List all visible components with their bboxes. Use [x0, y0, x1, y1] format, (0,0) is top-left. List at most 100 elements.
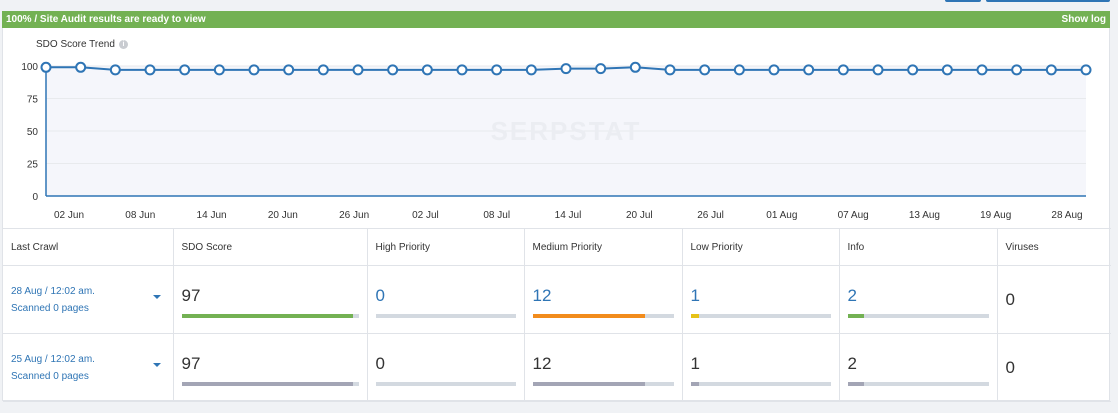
data-point[interactable]	[456, 64, 468, 76]
low-priority-cell[interactable]: 1	[681, 265, 840, 334]
data-point[interactable]	[317, 64, 329, 76]
audit-panel: SDO Score Trend i SERPSTAT 0 25 50 75 100 02…	[2, 28, 1111, 402]
crawl-scanned[interactable]: Scanned 0 pages	[11, 302, 89, 314]
viruses-cell: 0	[996, 265, 1111, 334]
top-action-button[interactable]	[945, 0, 981, 2]
high-priority-value: 0	[375, 353, 385, 373]
low-priority-value: 1	[690, 353, 700, 373]
high-priority-cell[interactable]: 0	[366, 265, 525, 334]
serpstat-watermark: SERPSTAT	[491, 116, 642, 146]
crawl-selector[interactable]: 28 Aug / 12:02 am. Scanned 0 pages	[11, 283, 165, 317]
low-priority-value[interactable]: 1	[690, 285, 700, 305]
x-tick-label: 02 Jul	[412, 210, 439, 221]
header-last-crawl: Last Crawl	[3, 228, 174, 266]
x-axis: 02 Jun 08 Jun 14 Jun 20 Jun 26 Jun 02 Jul 08 J…	[54, 210, 1083, 221]
data-point[interactable]	[768, 64, 780, 76]
x-tick-label: 14 Jul	[555, 210, 582, 221]
header-low-priority: Low Priority	[681, 228, 840, 266]
high-priority-bar	[375, 313, 516, 318]
header-sdo-score: SDO Score	[172, 228, 368, 266]
data-point[interactable]	[213, 64, 225, 76]
data-point[interactable]	[283, 64, 295, 76]
data-point[interactable]	[525, 64, 537, 76]
sdo-score-cell: 97	[172, 265, 368, 334]
medium-priority-value[interactable]: 12	[532, 285, 552, 305]
table-row: 25 Aug / 12:02 am. Scanned 0 pages 97 0 …	[3, 333, 1111, 402]
chart-title: SDO Score Trend i	[36, 39, 128, 50]
low-priority-cell: 1	[681, 333, 840, 402]
data-point[interactable]	[629, 61, 641, 73]
info-bar-fill	[847, 313, 865, 318]
data-point[interactable]	[109, 64, 121, 76]
x-tick-label: 19 Aug	[980, 210, 1011, 221]
medium-priority-value: 12	[532, 353, 552, 373]
x-tick-label: 13 Aug	[909, 210, 940, 221]
crawl-date[interactable]: 28 Aug / 12:02 am.	[11, 285, 95, 297]
data-point[interactable]	[941, 64, 953, 76]
data-point[interactable]	[1080, 64, 1092, 76]
crawl-selector[interactable]: 25 Aug / 12:02 am. Scanned 0 pages	[11, 351, 165, 385]
data-point[interactable]	[421, 64, 433, 76]
medium-priority-bar-fill	[532, 381, 646, 386]
data-point[interactable]	[352, 64, 364, 76]
info-bar	[847, 313, 989, 318]
data-point[interactable]	[699, 64, 711, 76]
last-crawl-cell[interactable]: 28 Aug / 12:02 am. Scanned 0 pages	[3, 265, 174, 334]
x-tick-label: 20 Jul	[626, 210, 653, 221]
crawl-scanned[interactable]: Scanned 0 pages	[11, 370, 89, 382]
data-point[interactable]	[1011, 64, 1023, 76]
medium-priority-bar-fill	[532, 313, 646, 318]
data-point[interactable]	[75, 61, 87, 73]
chevron-down-icon[interactable]	[152, 294, 161, 299]
low-priority-bar	[690, 381, 831, 386]
high-priority-value[interactable]: 0	[375, 285, 385, 305]
data-point[interactable]	[907, 64, 919, 76]
x-tick-label: 08 Jul	[483, 210, 510, 221]
sdo-score-bar-fill	[181, 313, 354, 318]
data-point[interactable]	[40, 61, 52, 73]
data-point[interactable]	[387, 64, 399, 76]
data-point[interactable]	[491, 64, 503, 76]
medium-priority-cell[interactable]: 12	[523, 265, 683, 334]
header-viruses: Viruses	[996, 228, 1111, 266]
data-point[interactable]	[733, 64, 745, 76]
status-banner: 100% / Site Audit results are ready to v…	[2, 11, 1110, 28]
table-row: 28 Aug / 12:02 am. Scanned 0 pages 97 0 …	[3, 265, 1111, 334]
viruses-cell: 0	[996, 333, 1111, 402]
data-point[interactable]	[248, 64, 260, 76]
x-tick-label: 26 Jun	[339, 210, 369, 221]
data-point[interactable]	[664, 64, 676, 76]
info-icon[interactable]: i	[118, 40, 128, 49]
data-point[interactable]	[976, 64, 988, 76]
show-log-link[interactable]: Show log	[1061, 14, 1106, 25]
data-point[interactable]	[595, 63, 607, 75]
data-point[interactable]	[837, 64, 849, 76]
data-point[interactable]	[560, 63, 572, 75]
viruses-value: 0	[1005, 357, 1015, 377]
status-text: 100% / Site Audit results are ready to v…	[6, 14, 206, 25]
data-point[interactable]	[144, 64, 156, 76]
info-value[interactable]: 2	[847, 285, 857, 305]
sdo-score-value: 97	[181, 353, 201, 373]
info-value: 2	[847, 353, 857, 373]
info-cell[interactable]: 2	[838, 265, 998, 334]
data-point[interactable]	[872, 64, 884, 76]
last-crawl-cell[interactable]: 25 Aug / 12:02 am. Scanned 0 pages	[3, 333, 174, 402]
low-priority-bar-fill	[690, 381, 699, 386]
chevron-down-icon[interactable]	[152, 362, 161, 367]
high-priority-bar	[375, 381, 516, 386]
data-point[interactable]	[179, 64, 191, 76]
data-point[interactable]	[1045, 64, 1057, 76]
low-priority-bar-fill	[690, 313, 699, 318]
y-tick-label: 50	[27, 127, 39, 138]
x-tick-label: 28 Aug	[1051, 210, 1082, 221]
table-header-row: Last Crawl SDO Score High Priority Mediu…	[3, 228, 1111, 266]
chart-series	[40, 61, 1092, 76]
data-point[interactable]	[803, 64, 815, 76]
y-tick-label: 100	[21, 62, 38, 73]
sdo-score-bar	[181, 381, 359, 386]
viruses-value: 0	[1005, 289, 1015, 309]
info-bar-fill	[847, 381, 865, 386]
top-action-button-wide[interactable]	[986, 0, 1110, 2]
crawl-date[interactable]: 25 Aug / 12:02 am.	[11, 353, 95, 365]
